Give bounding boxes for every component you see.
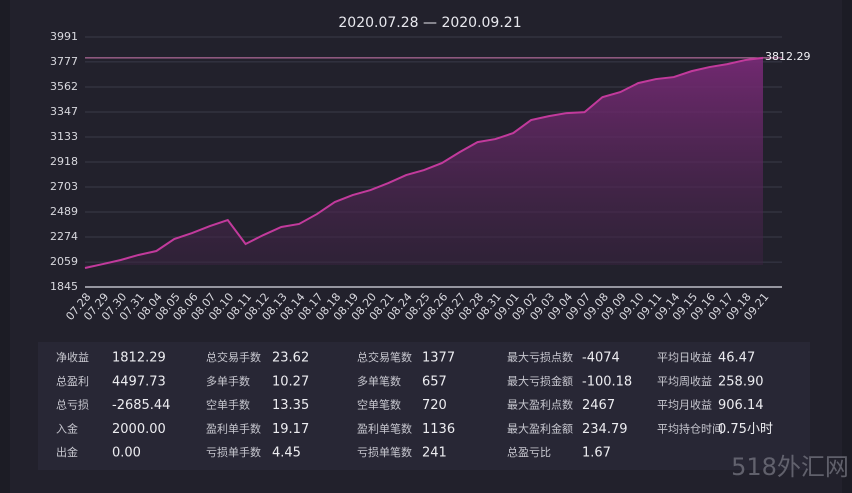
stat-label: 最大盈利点数: [507, 398, 573, 412]
stat-label: 平均周收益: [657, 374, 712, 388]
stat-value: 1.67: [582, 446, 611, 461]
stat-label: 空单手数: [206, 398, 250, 412]
stat-value: 2000.00: [112, 422, 166, 437]
stat-label: 亏损单笔数: [357, 445, 412, 459]
stat-label: 盈利单手数: [206, 421, 261, 435]
stat-label: 最大亏损点数: [507, 350, 573, 364]
stat-value: 1812.29: [112, 351, 166, 366]
stat-label: 总交易手数: [206, 350, 261, 364]
chart-title: 2020.07.28 — 2020.09.21: [338, 15, 521, 31]
stats-panel: [38, 342, 810, 470]
stat-label: 空单笔数: [357, 398, 401, 412]
end-label: 3812.29: [765, 50, 811, 63]
stat-value: 0.00: [112, 446, 141, 461]
stat-value: 657: [422, 374, 447, 389]
stat-label: 多单手数: [206, 374, 250, 388]
stat-value: -2685.44: [112, 398, 170, 413]
stat-label: 盈利单笔数: [357, 421, 412, 435]
y-tick-label: 3991: [50, 30, 78, 43]
stat-value: 720: [422, 398, 447, 413]
stat-value: 906.14: [718, 398, 764, 413]
stat-value: 4497.73: [112, 374, 166, 389]
y-tick-label: 2918: [50, 155, 78, 168]
stat-value: 241: [422, 446, 447, 461]
stat-value: -4074: [582, 351, 620, 366]
stat-value: 234.79: [582, 422, 628, 437]
stat-value: 1377: [422, 351, 455, 366]
stat-label: 总交易笔数: [357, 350, 412, 364]
stat-value: 10.27: [272, 374, 309, 389]
y-tick-label: 2059: [50, 255, 78, 268]
stat-value: 0.75小时: [718, 422, 773, 437]
y-tick-label: 2274: [50, 230, 78, 243]
stat-label: 最大亏损金额: [507, 374, 573, 388]
stat-label: 出金: [56, 445, 78, 459]
stat-label: 平均日收益: [657, 350, 712, 364]
y-tick-label: 3562: [50, 80, 78, 93]
stat-label: 总亏损: [56, 398, 89, 412]
stat-label: 多单笔数: [357, 374, 401, 388]
y-tick-label: 3133: [50, 130, 78, 143]
stat-value: 1136: [422, 422, 455, 437]
y-tick-label: 3347: [50, 105, 78, 118]
stat-value: 46.47: [718, 351, 755, 366]
area: [85, 57, 763, 269]
stat-value: -100.18: [582, 374, 632, 389]
line: [84, 56, 764, 269]
y-tick-label: 2489: [50, 205, 78, 218]
stat-label: 净收益: [56, 350, 89, 364]
stat-value: 23.62: [272, 351, 309, 366]
stat-label: 平均持仓时间: [657, 421, 723, 435]
stat-value: 4.45: [272, 446, 301, 461]
y-tick-label: 3777: [50, 55, 78, 68]
stat-label: 入金: [56, 421, 78, 435]
stat-value: 2467: [582, 398, 615, 413]
y-tick-label: 2703: [50, 180, 78, 193]
stat-label: 总盈亏比: [507, 445, 551, 459]
stat-label: 最大盈利金额: [507, 421, 573, 435]
stat-value: 19.17: [272, 422, 309, 437]
y-tick-label: 1845: [50, 280, 78, 293]
stat-label: 总盈利: [56, 374, 89, 388]
watermark: 518外汇网: [731, 453, 849, 481]
stat-value: 258.90: [718, 374, 764, 389]
stat-value: 13.35: [272, 398, 309, 413]
stat-label: 平均月收益: [657, 398, 712, 412]
stat-label: 亏损单手数: [206, 445, 261, 459]
